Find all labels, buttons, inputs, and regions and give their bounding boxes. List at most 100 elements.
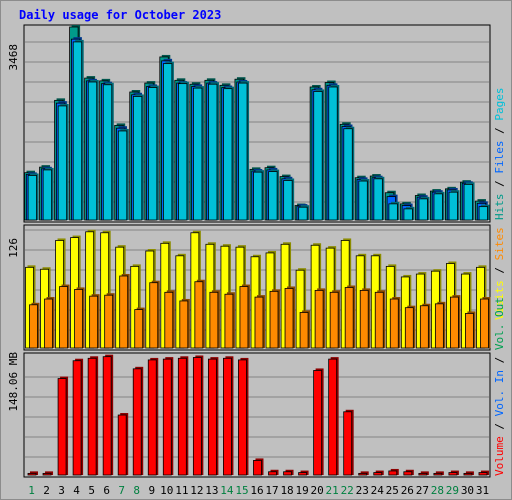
- bar-sites-day-18-face: [284, 288, 294, 349]
- bar-sites-day-24-face: [374, 291, 384, 349]
- bar-sites-day-27: [419, 303, 431, 349]
- bar-pages-day-11-face: [178, 83, 188, 221]
- bar-volume-day-5-face: [87, 357, 97, 476]
- hits-scale-label: 3468: [7, 44, 20, 71]
- bar-sites-day-29-face: [450, 296, 459, 349]
- bar-pages-day-18-face: [283, 180, 293, 221]
- bar-volume-day-3: [57, 376, 69, 476]
- bar-volume-day-11-face: [177, 357, 187, 476]
- bar-volume-day-19-face: [298, 472, 307, 476]
- bar-volume-day-29: [448, 470, 459, 476]
- bar-pages-day-17: [268, 169, 280, 221]
- bar-sites-day-7: [119, 273, 130, 349]
- day-label-31: 31: [476, 484, 489, 497]
- bar-pages-day-13-face: [208, 83, 218, 221]
- bar-sites-day-22-face: [344, 287, 354, 349]
- bar-sites-day-4-face: [74, 289, 83, 349]
- hits-files-legend: Hits / Files / Pages: [493, 88, 506, 221]
- bar-pages-day-21-face: [328, 86, 338, 221]
- bar-sites-day-1: [29, 302, 40, 349]
- bar-volume-day-27: [418, 471, 429, 476]
- bar-volume-day-12: [192, 355, 204, 476]
- bar-sites-day-15-face: [239, 286, 249, 349]
- legend-hits: Hits: [493, 194, 506, 221]
- bar-pages-day-24: [373, 176, 385, 221]
- bar-pages-day-22: [343, 126, 355, 221]
- bar-pages-day-30-face: [463, 183, 473, 221]
- bar-sites-day-6: [104, 293, 115, 349]
- bar-pages-day-1-face: [27, 175, 38, 221]
- legend-pages: Pages: [493, 88, 506, 121]
- bar-pages-day-15-face: [238, 82, 248, 221]
- bar-volume-day-14-face: [223, 357, 232, 476]
- bar-pages-day-14-face: [223, 88, 233, 221]
- bar-sites-day-3: [59, 284, 70, 349]
- bar-sites-day-23: [359, 288, 371, 349]
- bar-volume-day-5: [87, 356, 99, 476]
- bar-sites-day-2: [44, 297, 55, 349]
- bar-sites-day-5: [89, 294, 100, 349]
- day-label-21: 21: [326, 484, 339, 497]
- bar-sites-day-20-face: [314, 289, 324, 349]
- bar-sites-day-21-face: [329, 291, 339, 349]
- bar-volume-day-30: [463, 471, 474, 476]
- bar-sites-day-31: [480, 297, 491, 349]
- bar-sites-day-19-face: [299, 312, 309, 349]
- bar-pages-day-22-face: [343, 128, 353, 221]
- bar-volume-day-27-face: [418, 472, 428, 476]
- day-label-30: 30: [461, 484, 474, 497]
- bar-volume-day-24: [373, 470, 384, 476]
- bar-sites-day-10: [164, 290, 175, 349]
- bar-volume-day-7: [117, 413, 129, 476]
- bar-pages-day-6: [102, 82, 114, 221]
- day-label-26: 26: [401, 484, 414, 497]
- bar-sites-day-26: [404, 305, 416, 349]
- bar-volume-day-16: [253, 458, 264, 476]
- bar-sites-day-16-face: [254, 296, 264, 349]
- bar-pages-day-8-face: [132, 96, 143, 221]
- bar-sites-day-17-face: [269, 290, 279, 349]
- bar-volume-day-16-face: [253, 460, 262, 476]
- bar-pages-day-21: [328, 84, 340, 221]
- bar-pages-day-20: [313, 89, 325, 221]
- bar-volume-day-4-face: [72, 360, 82, 476]
- bar-pages-day-5-face: [87, 81, 98, 221]
- bar-sites-day-14: [224, 292, 235, 349]
- bar-volume-day-9-face: [147, 359, 157, 476]
- bar-volume-day-11: [177, 356, 189, 476]
- bar-pages-day-17-face: [268, 171, 278, 221]
- bar-sites-day-30-face: [465, 313, 474, 349]
- bar-volume-day-20: [313, 368, 324, 476]
- bar-pages-day-11: [178, 81, 189, 221]
- volume-legend: Volume / Vol. In / Vol. Out: [493, 297, 506, 476]
- bar-pages-day-23-face: [358, 180, 368, 221]
- bar-volume-day-10: [162, 357, 174, 476]
- bar-sites-day-2-face: [44, 298, 53, 349]
- bar-pages-day-4: [72, 39, 84, 221]
- bar-sites-day-13: [209, 290, 220, 349]
- bar-pages-day-29-face: [448, 191, 458, 221]
- bar-sites-day-21: [329, 290, 341, 349]
- bar-sites-day-9: [149, 280, 160, 349]
- bar-pages-day-24-face: [373, 178, 383, 221]
- bar-sites-day-11-face: [179, 300, 189, 349]
- bar-sites-day-20: [314, 288, 326, 349]
- bar-pages-day-19-face: [298, 206, 308, 221]
- bar-volume-day-28-face: [433, 472, 443, 476]
- bar-sites-day-24: [374, 290, 386, 349]
- bar-pages-day-19: [298, 205, 310, 221]
- legend-sep-5: /: [493, 357, 506, 364]
- day-label-15: 15: [235, 484, 248, 497]
- day-label-20: 20: [311, 484, 324, 497]
- day-label-4: 4: [73, 484, 80, 497]
- visits-sites-legend: Visits / Sites: [493, 227, 506, 320]
- bar-volume-day-2: [42, 471, 54, 476]
- bar-sites-day-19: [299, 310, 311, 349]
- bar-volume-day-17-face: [268, 471, 277, 476]
- legend-sites: Sites: [493, 227, 506, 260]
- bar-volume-day-1: [27, 471, 38, 476]
- bar-pages-day-14: [223, 86, 235, 221]
- day-label-25: 25: [386, 484, 399, 497]
- bar-sites-day-29: [450, 295, 461, 349]
